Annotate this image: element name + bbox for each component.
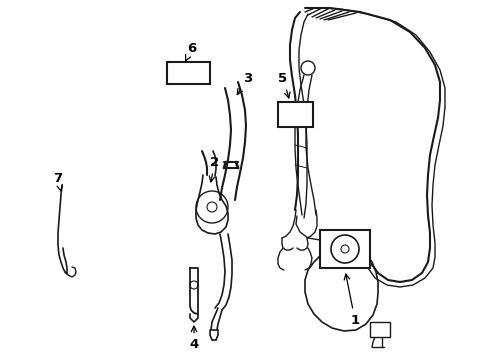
- Text: 4: 4: [189, 326, 198, 351]
- Text: 2: 2: [209, 156, 219, 182]
- Circle shape: [340, 245, 348, 253]
- Bar: [167, 62, 209, 84]
- Text: 6: 6: [185, 41, 196, 61]
- Text: 5: 5: [278, 72, 289, 98]
- Bar: [278, 102, 312, 127]
- Bar: [369, 322, 389, 337]
- Bar: [319, 230, 369, 268]
- Circle shape: [206, 202, 217, 212]
- Text: 1: 1: [344, 274, 359, 327]
- Text: 3: 3: [237, 72, 252, 94]
- Text: 7: 7: [53, 171, 62, 191]
